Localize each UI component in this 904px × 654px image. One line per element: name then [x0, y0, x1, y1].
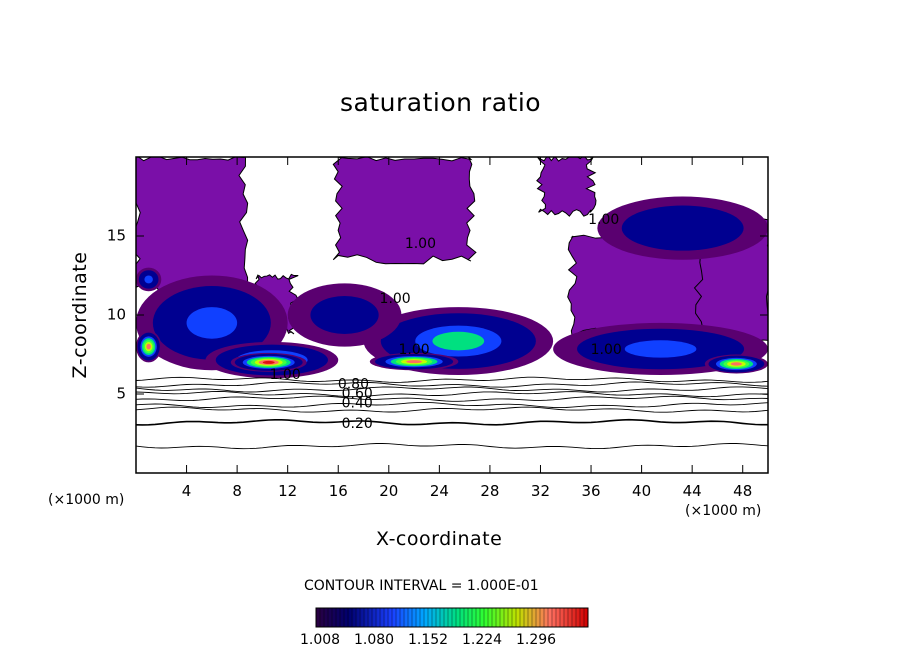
- contour-interval-label: CONTOUR INTERVAL = 1.000E-01: [304, 578, 539, 594]
- contour-line: [136, 401, 768, 409]
- ice-region: [332, 157, 477, 265]
- contour-value-label: 1.00: [270, 367, 301, 383]
- contour-line-labels: 1.00 1.00 1.00 1.00 1.00 1.00 0.800.600.40 0.20: [270, 212, 622, 432]
- contour-line: [136, 418, 768, 426]
- saturation-level-patch: [186, 307, 238, 339]
- contour-line: [136, 395, 768, 402]
- colorbar-tick-label: 1.224: [462, 632, 503, 648]
- x-tick-label: 48: [733, 482, 752, 500]
- plot-field: [136, 157, 768, 450]
- x-tick-label: 44: [683, 482, 702, 500]
- x-tick-label: 8: [232, 482, 242, 500]
- contour-value-label: 0.40: [342, 395, 373, 411]
- saturation-level-patch: [310, 296, 379, 334]
- contour-value-label: 1.00: [588, 212, 619, 228]
- contour-line: [136, 386, 768, 393]
- x-tick-label: 20: [379, 482, 398, 500]
- x-tick-label: 16: [329, 482, 348, 500]
- y-axis-ticks: 5 10 15: [107, 227, 768, 403]
- x-tick-label: 40: [632, 482, 651, 500]
- contour-lines: [136, 376, 768, 450]
- x-tick-label: 28: [480, 482, 499, 500]
- contour-value-label: 1.00: [405, 236, 436, 252]
- saturation-level-patch: [646, 214, 720, 242]
- colorbar-frame: [315, 607, 589, 628]
- contour-value-label: 0.60: [342, 386, 373, 402]
- y-tick-label: 15: [107, 227, 126, 245]
- colorbar-tick-label: 1.296: [516, 632, 557, 648]
- x-tick-label: 32: [531, 482, 550, 500]
- supersaturated-bands: [136, 196, 768, 379]
- y-tick-label: 10: [107, 306, 126, 324]
- colorbar-stripes: [319, 608, 585, 627]
- x-tick-label: 12: [278, 482, 297, 500]
- y-axis-label: Z-coordinate: [69, 251, 91, 379]
- y-axis-unit: (×1000 m): [48, 492, 125, 508]
- contour-line: [136, 381, 768, 388]
- contour-value-label: 1.00: [591, 342, 622, 358]
- contour-value-label: 0.20: [342, 416, 373, 432]
- contour-value-label: 1.00: [398, 342, 429, 358]
- saturation-level-patch: [146, 343, 151, 350]
- saturation-level-patch: [730, 362, 742, 366]
- contour-line: [136, 443, 768, 450]
- colorbar: [315, 607, 589, 628]
- saturation-level-patch: [144, 275, 153, 284]
- colorbar-tick-label: 1.152: [408, 632, 449, 648]
- contour-line: [136, 376, 768, 383]
- saturation-level-patch: [262, 360, 275, 364]
- x-tick-label: 24: [430, 482, 449, 500]
- ice-region: [536, 157, 597, 217]
- x-tick-label: 4: [182, 482, 192, 500]
- saturation-level-patch: [432, 331, 485, 351]
- x-axis-unit: (×1000 m): [685, 503, 762, 519]
- chart-title: saturation ratio: [340, 88, 542, 117]
- contour-value-label: 0.80: [338, 377, 369, 393]
- saturation-level-patch: [624, 340, 697, 358]
- colorbar-tick-label: 1.008: [300, 632, 341, 648]
- x-axis-ticks: 4 8 12 16 20 24 28 32 36 40 44 48: [182, 157, 752, 500]
- colorbar-tick-label: 1.080: [354, 632, 395, 648]
- x-tick-label: 36: [581, 482, 600, 500]
- contour-value-label: 1.00: [380, 291, 411, 307]
- saturation-level-patch: [406, 360, 422, 364]
- x-axis-label: X-coordinate: [376, 528, 503, 550]
- y-tick-label: 5: [116, 385, 126, 403]
- contour-line: [136, 391, 768, 398]
- colorbar-gradient: [316, 608, 588, 627]
- contour-line: [136, 406, 768, 413]
